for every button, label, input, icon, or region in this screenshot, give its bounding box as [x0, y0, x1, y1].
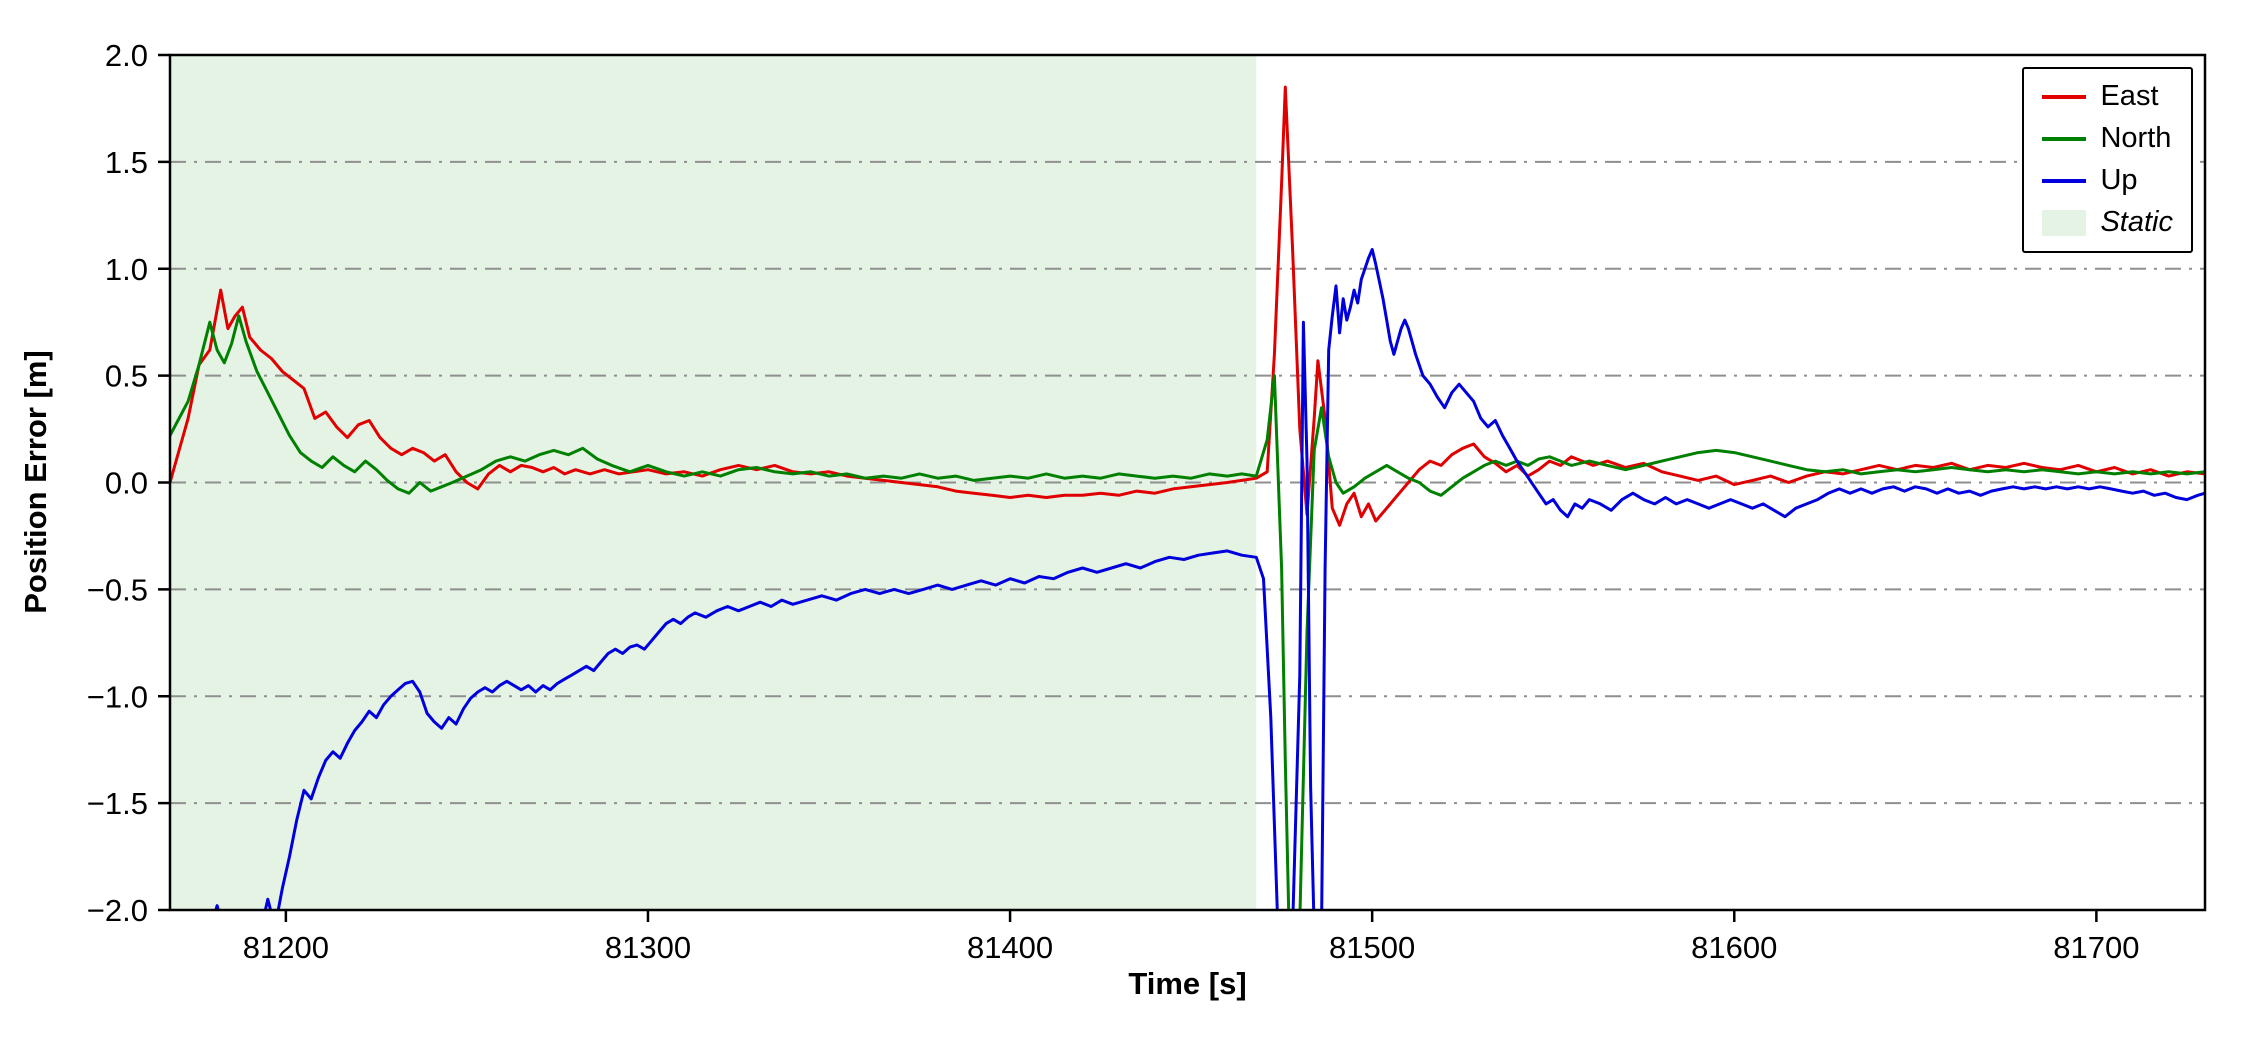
y-tick-label: 0.5 [105, 359, 148, 394]
x-tick-label: 81500 [1329, 930, 1415, 965]
legend-label-east: East [2100, 80, 2159, 112]
y-tick-label: −2.0 [87, 893, 148, 928]
y-tick-label: 0.0 [105, 466, 148, 501]
legend-label-static: Static [2100, 205, 2173, 238]
x-tick-label: 81200 [243, 930, 329, 965]
x-tick-label: 81700 [2053, 930, 2139, 965]
legend-label-north: North [2100, 121, 2172, 154]
y-axis-label: Position Error [m] [18, 350, 53, 614]
x-tick-label: 81400 [967, 930, 1053, 965]
series-up-line [214, 248, 2205, 910]
legend-item-up: Up [2042, 163, 2173, 197]
series-east-line [170, 85, 2205, 527]
y-tick-label: 1.0 [105, 252, 148, 287]
x-axis-label: Time [s] [1128, 966, 1247, 1001]
y-tick-label: 1.5 [105, 145, 148, 180]
legend-label-up: Up [2100, 163, 2138, 196]
legend-item-north: North [2042, 121, 2173, 155]
legend-item-static: Static [2042, 205, 2173, 239]
series-north-line [170, 314, 2205, 910]
y-tick-label: −0.5 [87, 572, 148, 607]
legend: East North Up Static [2022, 67, 2193, 253]
east-line-swatch [2042, 94, 2087, 99]
static-patch-swatch [2042, 209, 2087, 236]
x-tick-label: 81300 [605, 930, 691, 965]
legend-item-east: East [2042, 80, 2173, 113]
y-tick-label: 2.0 [105, 38, 148, 73]
y-tick-label: −1.0 [87, 679, 148, 714]
y-tick-label: −1.5 [87, 786, 148, 821]
x-tick-label: 81600 [1691, 930, 1777, 965]
north-line-swatch [2042, 136, 2087, 141]
up-line-swatch [2042, 178, 2087, 183]
